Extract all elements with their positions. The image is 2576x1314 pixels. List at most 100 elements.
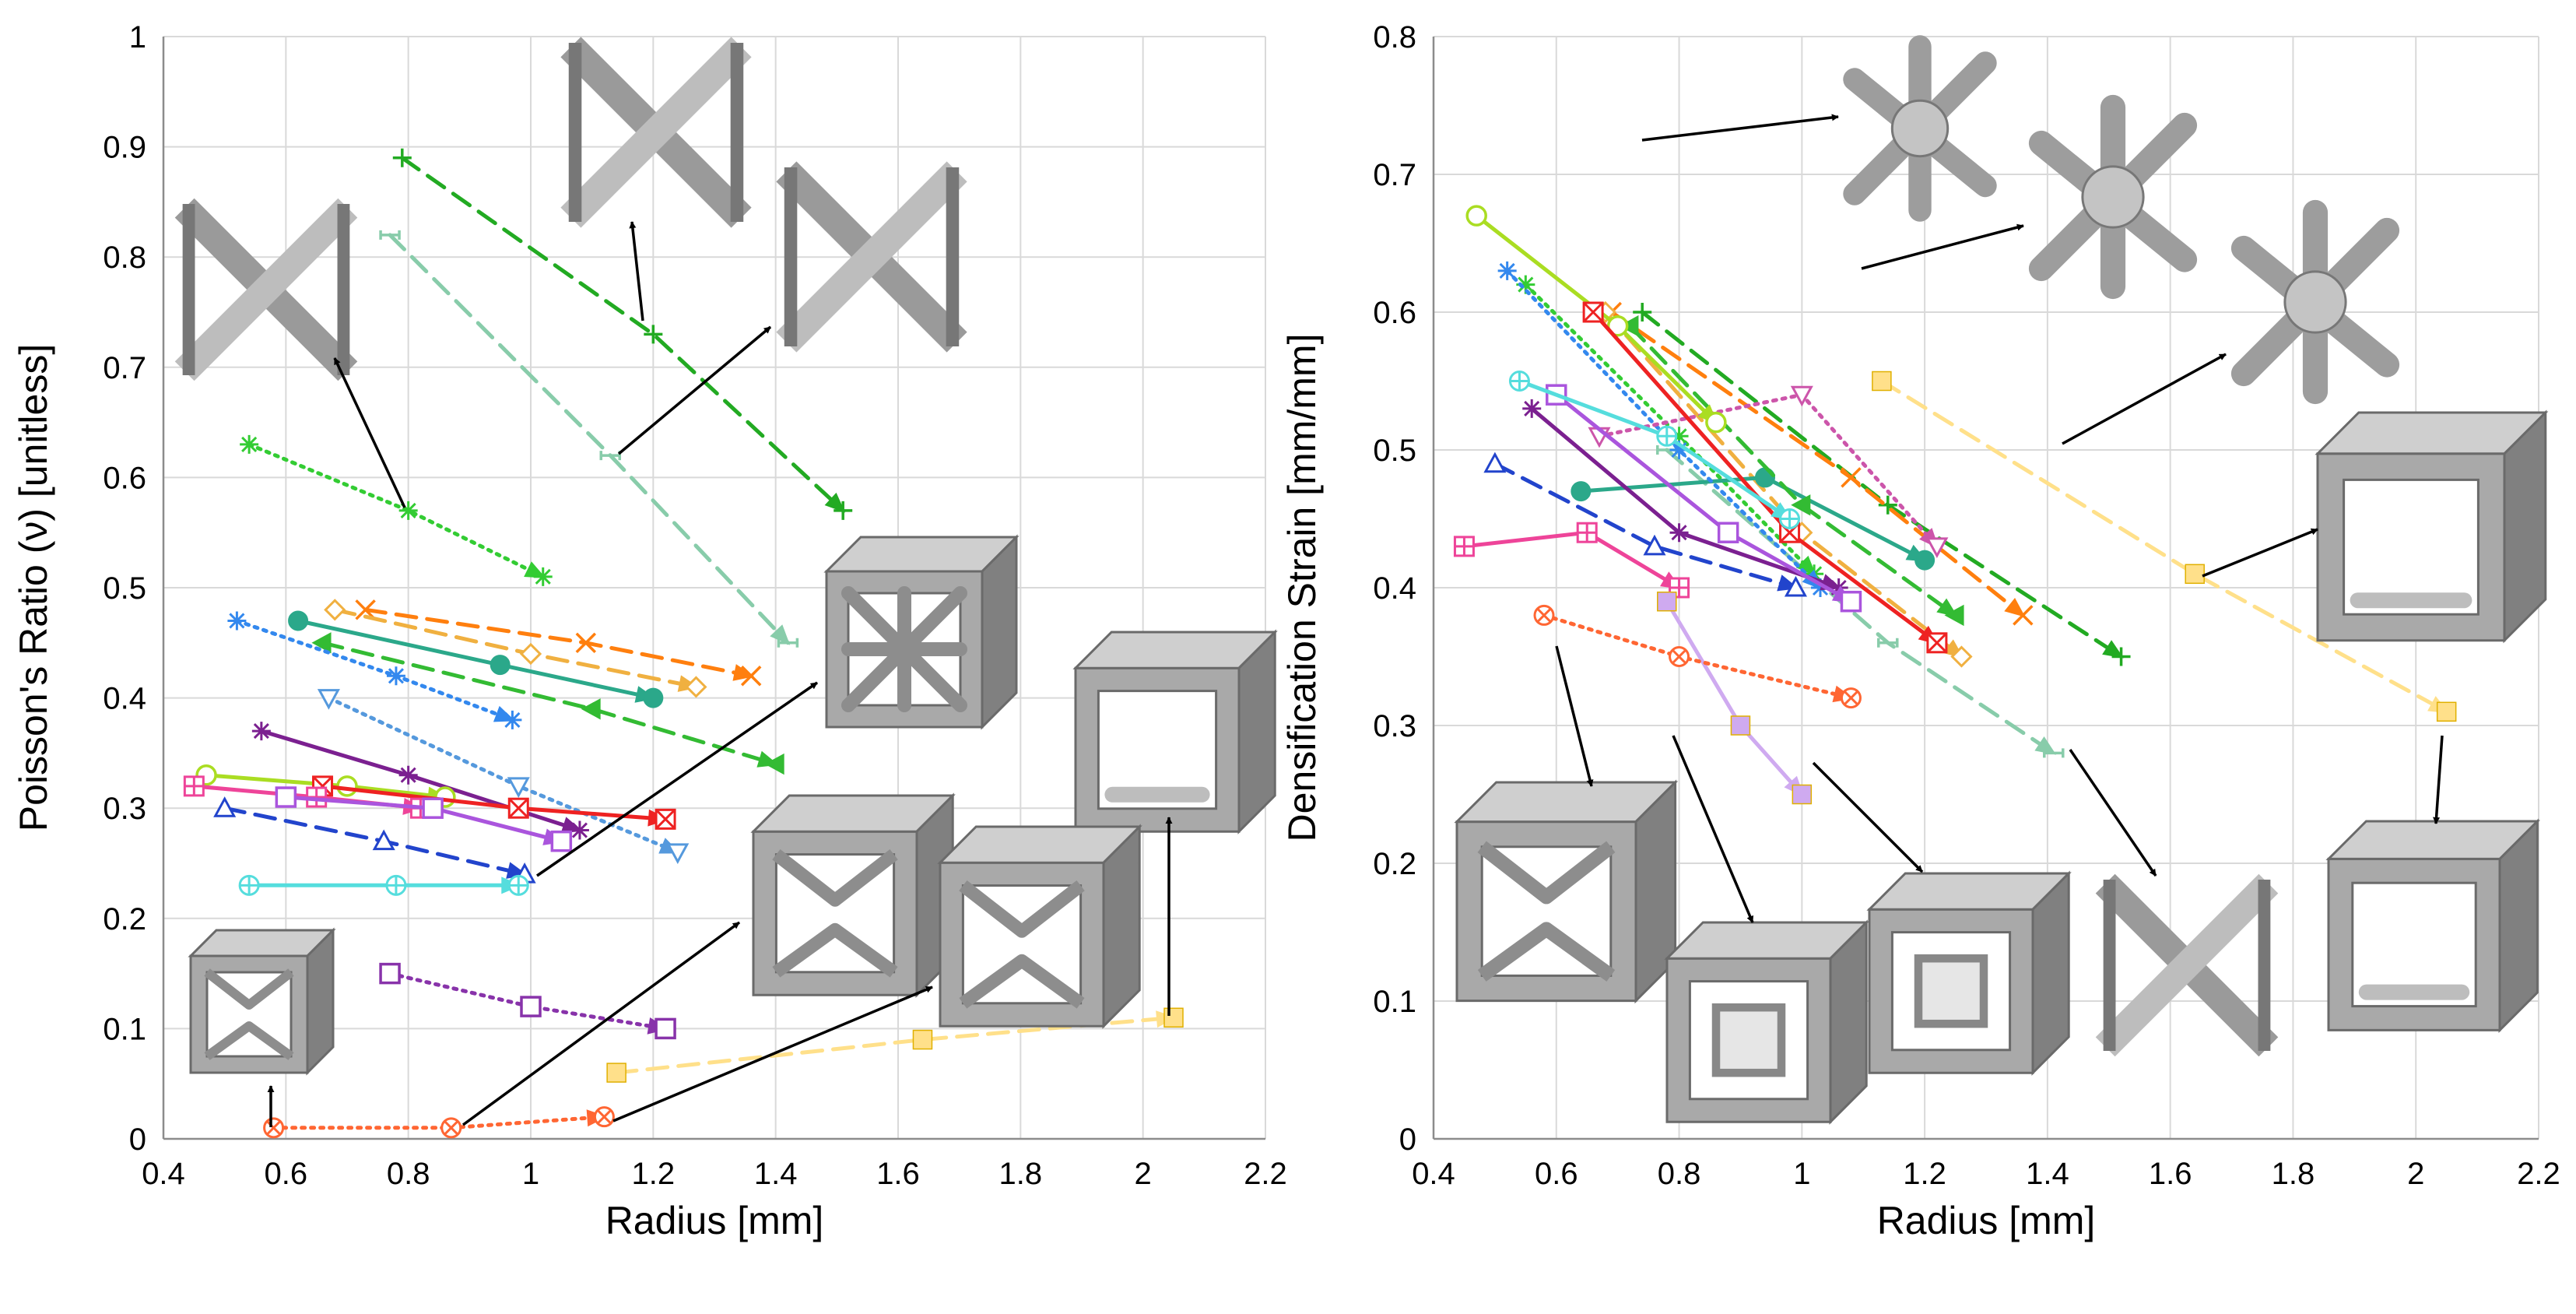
annotation-arrow xyxy=(462,921,741,1126)
data-point xyxy=(1453,536,1475,557)
cube-side xyxy=(1102,824,1141,1029)
data-point xyxy=(1926,632,1948,654)
data-point xyxy=(644,325,663,344)
cube-side xyxy=(981,534,1018,730)
series-s17 xyxy=(1657,591,1813,805)
series-line xyxy=(388,233,790,645)
data-point xyxy=(1840,590,1862,613)
series-s2 xyxy=(1656,445,2065,758)
lattice-hollow-cube xyxy=(1072,629,1278,834)
x-tick-label: 1.6 xyxy=(876,1157,920,1191)
cube-struts xyxy=(959,880,1085,1009)
node-center xyxy=(1890,99,1950,158)
data-point xyxy=(655,808,676,830)
lattice-frame-cube xyxy=(1664,919,1869,1125)
series-s9 xyxy=(317,689,690,864)
lattice-octet-cube xyxy=(823,534,1020,730)
data-point xyxy=(1925,537,1949,559)
data-point xyxy=(519,642,542,666)
annotation-arrow xyxy=(612,986,933,1123)
data-point xyxy=(550,830,573,852)
x-tick-label: 2 xyxy=(1135,1157,1152,1191)
series-line xyxy=(1879,379,2449,714)
data-point xyxy=(2185,564,2205,585)
lattice-reentrant-small xyxy=(188,927,336,1076)
data-point xyxy=(1840,687,1862,709)
data-point xyxy=(1669,427,1689,446)
y-tick-label: 0.8 xyxy=(1373,20,1416,54)
series-s1 xyxy=(1633,303,2131,666)
lattice-node-sphere xyxy=(2230,199,2400,405)
cube-strut xyxy=(1104,786,1210,803)
lattice-reentrant-cube-2 xyxy=(937,824,1142,1029)
series-arrowhead xyxy=(824,492,846,513)
y-tick-label: 0.1 xyxy=(1373,985,1416,1019)
data-point xyxy=(324,599,346,621)
x-tick-label: 1.8 xyxy=(2272,1157,2315,1191)
data-point xyxy=(593,1106,615,1128)
series-s16 xyxy=(1508,371,1801,529)
lattice-hollow-cube-lower xyxy=(2325,818,2541,1034)
y-tick-label: 0.5 xyxy=(103,571,146,606)
data-point xyxy=(311,632,332,654)
data-point xyxy=(1516,275,1535,294)
data-point xyxy=(1533,604,1555,626)
y-tick-label: 0.1 xyxy=(103,1012,146,1046)
data-point xyxy=(213,796,237,817)
y-tick-label: 0 xyxy=(129,1123,146,1157)
data-point xyxy=(1657,591,1677,612)
strut-b xyxy=(560,37,752,228)
series-line xyxy=(400,156,845,513)
y-tick-label: 0.2 xyxy=(103,902,146,936)
x-tick-label: 2 xyxy=(2407,1157,2424,1191)
x-axis-title: Radius [mm] xyxy=(1877,1199,2096,1242)
cube-inner-frame xyxy=(1711,1003,1786,1077)
lattice-frame-cube-2 xyxy=(1866,870,2072,1076)
data-point xyxy=(372,829,395,851)
data-point xyxy=(1779,508,1801,529)
series-s7 xyxy=(311,632,784,775)
annotation-arrow xyxy=(1812,761,1924,873)
data-point xyxy=(1669,523,1689,543)
data-point xyxy=(1669,441,1689,459)
data-point xyxy=(240,434,259,454)
y-tick-label: 0.4 xyxy=(1373,571,1416,606)
series-line xyxy=(272,1115,606,1130)
cube-struts xyxy=(841,586,967,712)
strut-b xyxy=(2095,873,2279,1057)
data-point xyxy=(655,1017,676,1040)
data-point xyxy=(1483,451,1507,473)
cube-side xyxy=(1829,919,1868,1125)
data-point xyxy=(777,638,799,648)
data-point xyxy=(1465,205,1487,227)
series-s14 xyxy=(275,786,573,852)
data-point xyxy=(1619,315,1639,337)
data-point xyxy=(1633,303,1652,321)
strut-posts xyxy=(568,43,744,222)
data-point xyxy=(503,710,522,729)
x-tick-label: 0.4 xyxy=(1412,1157,1455,1191)
x-tick-label: 0.4 xyxy=(142,1157,185,1191)
data-point xyxy=(507,797,529,819)
y-tick-label: 0.3 xyxy=(1373,709,1416,743)
cube-side xyxy=(1237,629,1276,834)
series-s15 xyxy=(213,796,536,884)
data-point xyxy=(1669,646,1690,667)
data-point xyxy=(1950,645,1973,668)
annotation-arrow xyxy=(333,357,406,508)
data-point xyxy=(606,1063,626,1083)
series-line xyxy=(1505,269,1823,590)
data-point xyxy=(288,610,309,631)
series-s11 xyxy=(1465,205,1727,434)
data-point xyxy=(1582,301,1604,323)
data-point xyxy=(599,451,622,461)
data-point xyxy=(1829,578,1848,597)
lattice-node-cross-1 xyxy=(1843,35,1997,222)
lattice-bowtie-x xyxy=(776,161,967,353)
data-point xyxy=(336,775,358,797)
x-tick-label: 0.6 xyxy=(1535,1157,1578,1191)
data-point xyxy=(227,611,247,631)
node-center xyxy=(2081,165,2145,229)
cube-side xyxy=(2503,409,2547,644)
x-tick-label: 0.6 xyxy=(265,1157,308,1191)
